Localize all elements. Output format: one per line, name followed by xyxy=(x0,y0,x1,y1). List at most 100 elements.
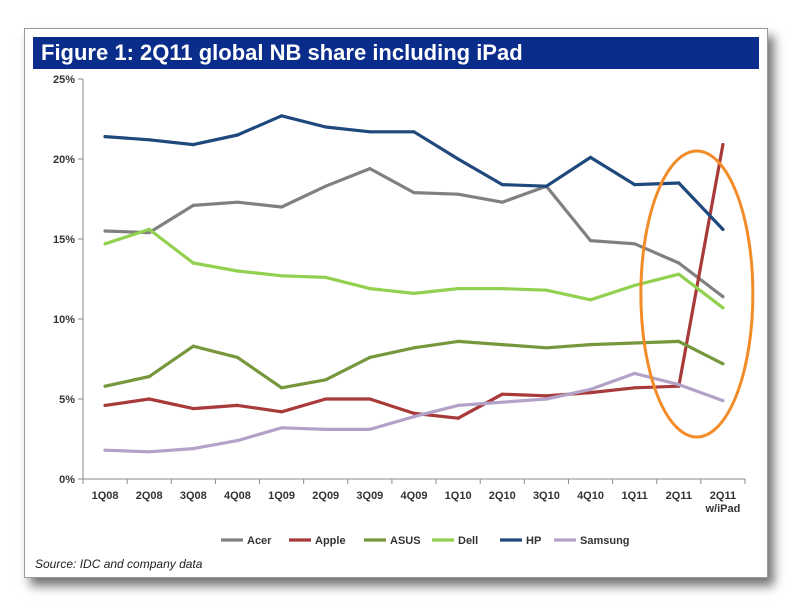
data-point-samsung xyxy=(412,415,416,419)
data-point-samsung xyxy=(191,447,195,451)
data-point-hp xyxy=(147,138,151,142)
data-point-acer xyxy=(280,205,284,209)
data-point-dell xyxy=(324,275,328,279)
x-tick-label: 2Q09 xyxy=(312,490,339,502)
data-point-samsung xyxy=(103,448,107,452)
data-point-apple xyxy=(588,391,593,395)
data-point-samsung xyxy=(677,383,681,387)
data-point-hp xyxy=(324,125,328,129)
series-line-apple xyxy=(103,142,725,420)
data-point-asus xyxy=(235,355,240,359)
legend: Acer Apple ASUS Dell HP Samsung xyxy=(221,535,630,547)
data-point-hp xyxy=(456,157,460,161)
data-point-samsung xyxy=(324,427,328,431)
data-point-asus xyxy=(280,386,284,390)
title-bar: Figure 1: 2Q11 global NB share including… xyxy=(33,37,759,69)
data-point-acer xyxy=(721,295,725,299)
data-point-apple xyxy=(412,411,416,415)
x-tick-label: 1Q09 xyxy=(268,490,295,502)
data-point-asus xyxy=(544,346,549,350)
chart-frame: Figure 1: 2Q11 global NB share including… xyxy=(24,28,768,578)
data-point-asus xyxy=(588,343,593,347)
y-tick-label: 20% xyxy=(53,154,75,166)
data-point-apple xyxy=(103,403,107,407)
data-point-apple xyxy=(500,392,504,396)
data-point-dell xyxy=(588,298,593,302)
line-chart: 0% 5% 10% 15% 20% 25% 1Q08 2Q08 3Q08 4Q08 1Q09 2Q09… xyxy=(53,74,755,547)
data-point-apple xyxy=(633,386,637,390)
data-point-dell xyxy=(456,287,460,291)
legend-label-samsung: Samsung xyxy=(580,535,630,547)
data-point-apple xyxy=(544,394,549,398)
data-point-apple xyxy=(280,410,284,414)
data-point-hp xyxy=(721,227,725,231)
series-line-dell xyxy=(103,227,725,310)
data-point-asus xyxy=(721,362,725,366)
legend-label-asus: ASUS xyxy=(390,535,421,547)
data-point-samsung xyxy=(456,403,460,407)
y-tick-label: 5% xyxy=(59,394,75,406)
data-point-acer xyxy=(677,261,681,265)
data-point-apple xyxy=(191,407,195,411)
legend-label-acer: Acer xyxy=(247,535,272,547)
data-point-samsung xyxy=(500,400,504,404)
data-point-samsung xyxy=(721,399,725,403)
data-point-apple xyxy=(147,397,151,401)
data-point-asus xyxy=(368,355,372,359)
data-point-apple xyxy=(324,397,328,401)
data-point-acer xyxy=(235,200,240,204)
data-point-asus xyxy=(103,384,107,388)
x-tick-label: 2Q11 w/iPad xyxy=(705,490,741,515)
x-tick-label: 4Q08 xyxy=(224,490,251,502)
data-point-apple xyxy=(456,416,460,420)
data-point-acer xyxy=(324,184,328,188)
data-point-hp xyxy=(191,143,195,147)
data-point-hp xyxy=(280,114,284,118)
data-point-hp xyxy=(588,155,593,159)
series-line-acer xyxy=(103,167,725,299)
y-tick-label: 25% xyxy=(53,74,75,86)
x-tick-label: 2Q11 xyxy=(666,490,692,502)
data-point-acer xyxy=(456,192,460,196)
data-point-asus xyxy=(677,339,681,343)
x-tick-label: 4Q10 xyxy=(577,490,604,502)
data-point-apple xyxy=(721,143,725,147)
data-point-hp xyxy=(368,130,372,134)
data-point-acer xyxy=(368,167,372,171)
data-point-dell xyxy=(147,227,151,231)
data-point-samsung xyxy=(633,371,637,375)
data-point-samsung xyxy=(544,397,549,401)
data-point-hp xyxy=(544,184,549,188)
data-point-asus xyxy=(324,378,328,382)
data-point-dell xyxy=(633,283,637,287)
data-point-dell xyxy=(368,287,372,291)
data-point-asus xyxy=(147,375,151,379)
data-point-samsung xyxy=(588,387,593,391)
x-tick-label: 1Q08 xyxy=(92,490,119,502)
x-tick-label: 1Q10 xyxy=(445,490,472,502)
data-point-acer xyxy=(103,229,107,233)
data-point-dell xyxy=(721,306,725,310)
legend-label-apple: Apple xyxy=(315,535,346,547)
data-point-hp xyxy=(677,181,681,185)
data-point-acer xyxy=(500,200,504,204)
data-point-asus xyxy=(500,343,504,347)
x-tick-label: 3Q08 xyxy=(180,490,207,502)
data-point-acer xyxy=(588,239,593,243)
data-point-acer xyxy=(412,191,416,195)
data-point-samsung xyxy=(368,427,372,431)
data-point-acer xyxy=(191,203,195,207)
x-tick-label: 2Q10 xyxy=(489,490,516,502)
chart-title: Figure 1: 2Q11 global NB share including… xyxy=(41,40,523,65)
x-tick-label: 3Q10 xyxy=(533,490,560,502)
x-tick-label: 4Q09 xyxy=(401,490,428,502)
source-note: Source: IDC and company data xyxy=(35,557,203,571)
data-point-asus xyxy=(633,341,637,345)
data-point-dell xyxy=(103,242,107,246)
data-point-dell xyxy=(280,274,284,278)
series-layer xyxy=(103,114,725,454)
data-point-asus xyxy=(456,339,460,343)
data-point-acer xyxy=(633,242,637,246)
legend-label-hp: HP xyxy=(526,535,541,547)
data-point-hp xyxy=(103,135,107,139)
